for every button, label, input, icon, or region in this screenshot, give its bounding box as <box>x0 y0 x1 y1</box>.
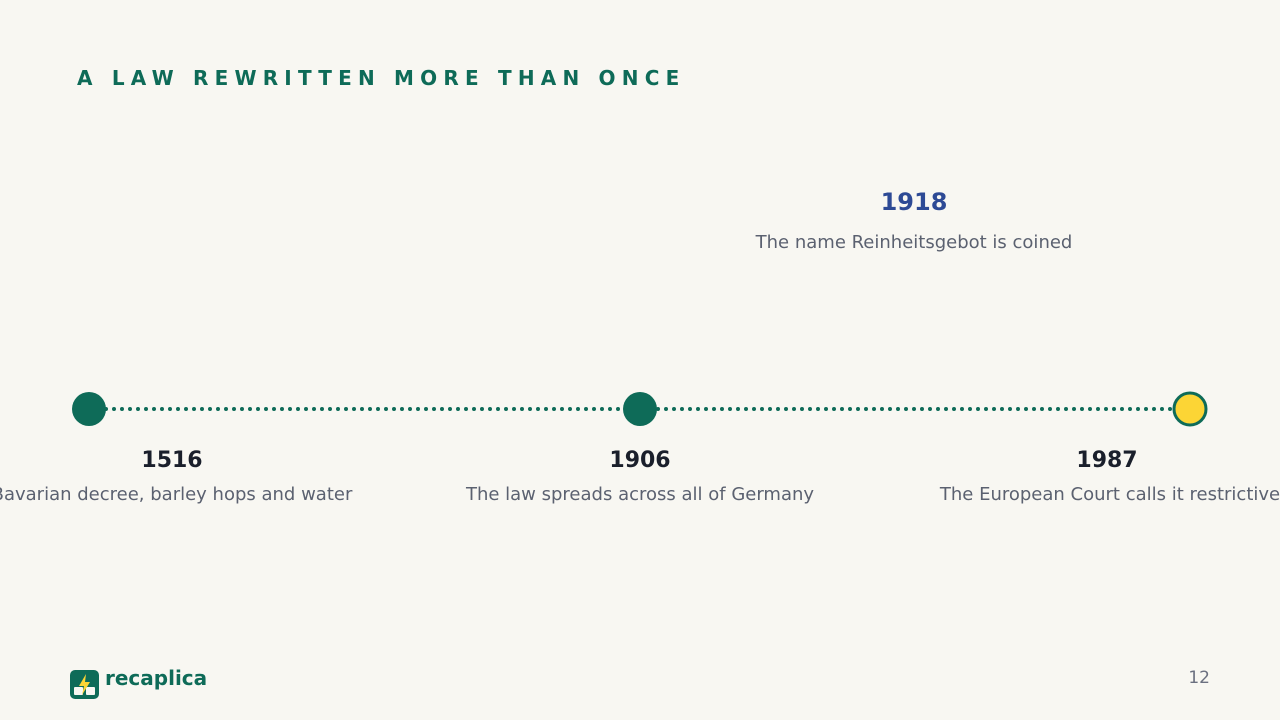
event-year: 1987 <box>1076 448 1138 473</box>
brand-name: recaplica <box>105 666 208 690</box>
event-text: The European Court calls it restrictive <box>939 484 1280 505</box>
page-number: 12 <box>1188 668 1210 688</box>
event-text: The name Reinheitsgebot is coined <box>755 232 1073 253</box>
timeline <box>72 391 1208 427</box>
timeline-dot-current <box>1172 391 1208 427</box>
slide-title: A LAW REWRITTEN MORE THAN ONCE <box>77 66 686 90</box>
event-year: 1906 <box>609 448 671 473</box>
event-year: 1918 <box>880 188 948 216</box>
event-text: Bavarian decree, barley hops and water <box>0 484 353 505</box>
event-text: The law spreads across all of Germany <box>465 484 815 505</box>
timeline-dot <box>623 392 657 426</box>
timeline-dot <box>72 392 106 426</box>
event-year: 1516 <box>141 448 203 473</box>
brand-logo <box>70 670 99 699</box>
